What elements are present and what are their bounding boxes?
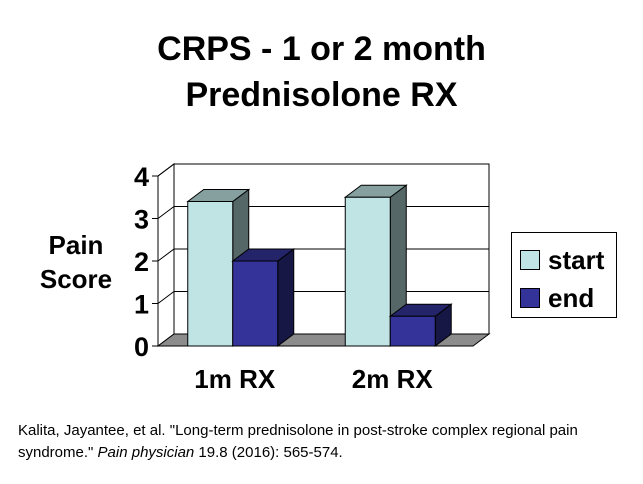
citation: Kalita, Jayantee, et al. "Long-term pred… bbox=[18, 420, 628, 464]
x-tick-label: 1m RX bbox=[194, 364, 276, 394]
legend-swatch-start bbox=[520, 250, 540, 270]
legend: start end bbox=[511, 232, 617, 318]
chart-title: CRPS - 1 or 2 month Prednisolone RX bbox=[0, 26, 643, 118]
y-axis-label-line-1: Pain bbox=[48, 230, 104, 260]
chart-plot: 0 1 2 3 4 1m RX 2m RX bbox=[134, 162, 491, 394]
y-tick-label: 0 bbox=[134, 332, 149, 362]
bar-side-end bbox=[277, 248, 295, 347]
legend-label-end: end bbox=[548, 282, 595, 313]
gridline bbox=[157, 163, 489, 177]
citation-details: 19.8 (2016): 565-574. bbox=[194, 444, 343, 461]
title-line-2: Prednisolone RX bbox=[185, 76, 458, 114]
title-line-1: CRPS - 1 or 2 month bbox=[157, 30, 486, 68]
y-tick-label: 1 bbox=[134, 290, 149, 320]
citation-journal: Pain physician bbox=[97, 444, 195, 461]
y-tick-label: 2 bbox=[134, 247, 149, 277]
y-axis-label-line-2: Score bbox=[39, 264, 113, 294]
y-tick-label: 3 bbox=[134, 205, 149, 235]
y-axis-label: Pain Score bbox=[26, 228, 126, 296]
x-tick-label: 2m RX bbox=[352, 364, 434, 394]
legend-label-start: start bbox=[548, 244, 605, 275]
y-tick-label: 4 bbox=[134, 162, 149, 192]
legend-item-end: end bbox=[520, 283, 594, 313]
bar-start bbox=[344, 196, 391, 347]
bar-end bbox=[232, 260, 279, 347]
legend-swatch-end bbox=[520, 288, 540, 308]
bar-start bbox=[187, 201, 234, 347]
bar-end bbox=[389, 315, 436, 347]
citation-text: Kalita, Jayantee, et al. "Long-term pred… bbox=[18, 422, 578, 461]
legend-item-start: start bbox=[520, 245, 604, 275]
